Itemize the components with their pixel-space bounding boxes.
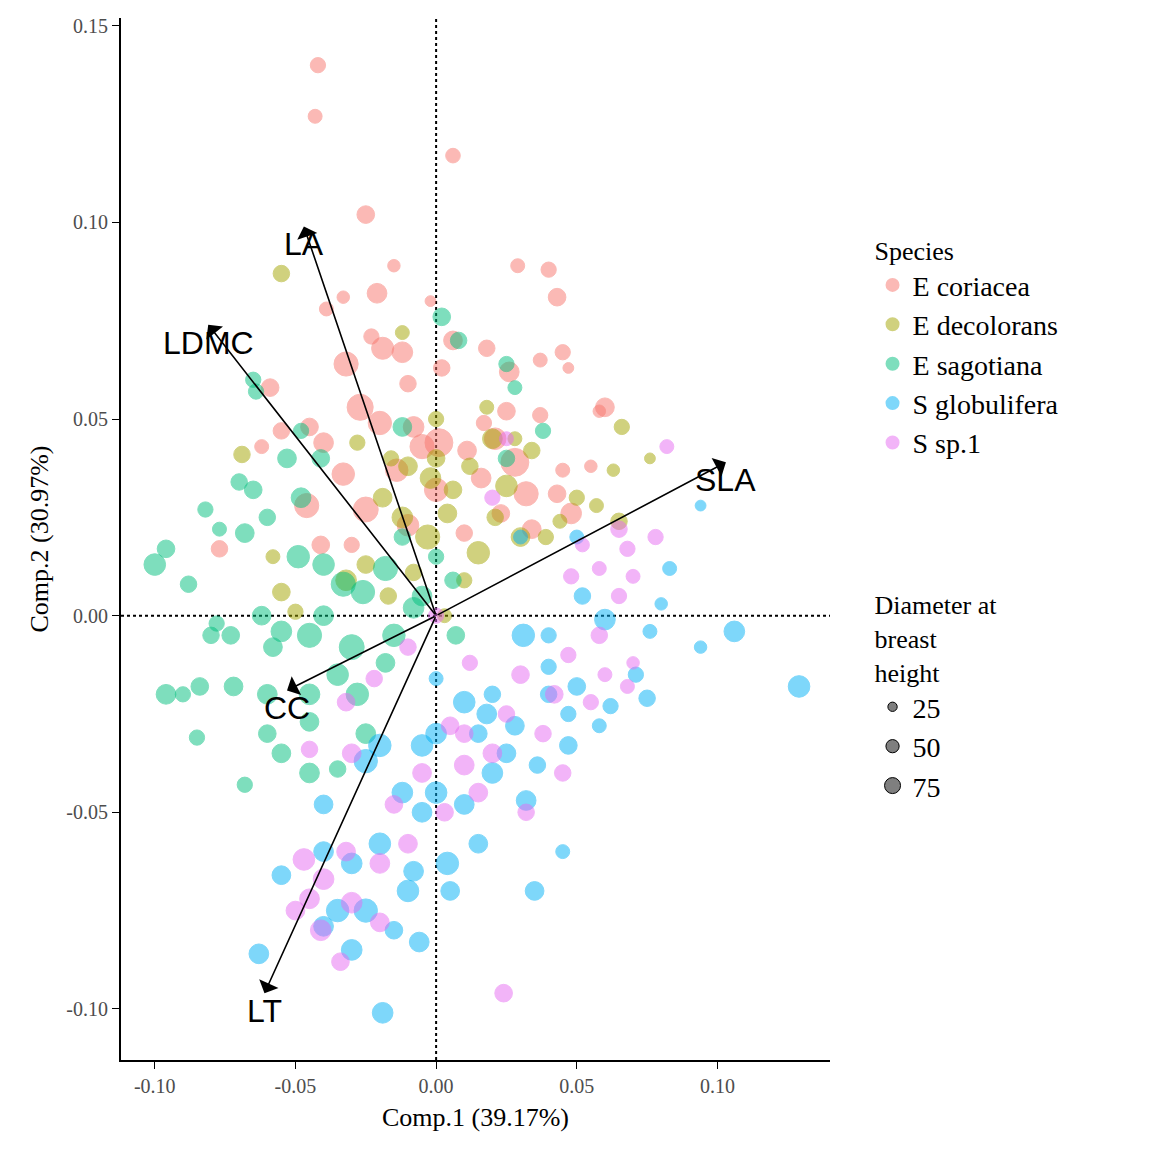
svg-text:LDMC: LDMC (163, 325, 254, 361)
svg-text:S globulifera: S globulifera (913, 389, 1059, 420)
svg-text:LA: LA (284, 226, 324, 262)
svg-text:0.00: 0.00 (73, 605, 108, 627)
svg-text:-0.05: -0.05 (275, 1075, 317, 1097)
svg-text:-0.05: -0.05 (66, 801, 108, 823)
svg-text:Diameter atbreastheight: Diameter atbreastheight (875, 591, 998, 688)
svg-text:Species: Species (875, 237, 954, 266)
svg-text:E decolorans: E decolorans (913, 310, 1058, 341)
svg-text:S sp.1: S sp.1 (913, 428, 981, 459)
svg-text:SLA: SLA (695, 462, 756, 498)
svg-text:-0.10: -0.10 (134, 1075, 176, 1097)
svg-text:LT: LT (247, 993, 282, 1029)
svg-text:0.05: 0.05 (73, 408, 108, 430)
svg-text:75: 75 (913, 772, 941, 803)
svg-text:0.10: 0.10 (700, 1075, 735, 1097)
svg-text:Comp.2 (30.97%): Comp.2 (30.97%) (25, 445, 54, 632)
svg-text:Comp.1 (39.17%): Comp.1 (39.17%) (382, 1103, 569, 1132)
svg-text:0.00: 0.00 (419, 1075, 454, 1097)
svg-text:25: 25 (913, 693, 941, 724)
svg-text:CC: CC (264, 690, 310, 726)
svg-text:0.05: 0.05 (559, 1075, 594, 1097)
svg-text:0.15: 0.15 (73, 15, 108, 37)
svg-text:0.10: 0.10 (73, 211, 108, 233)
svg-text:E coriacea: E coriacea (913, 271, 1031, 302)
svg-text:E sagotiana: E sagotiana (913, 350, 1043, 381)
svg-text:50: 50 (913, 732, 941, 763)
svg-text:-0.10: -0.10 (66, 998, 108, 1020)
